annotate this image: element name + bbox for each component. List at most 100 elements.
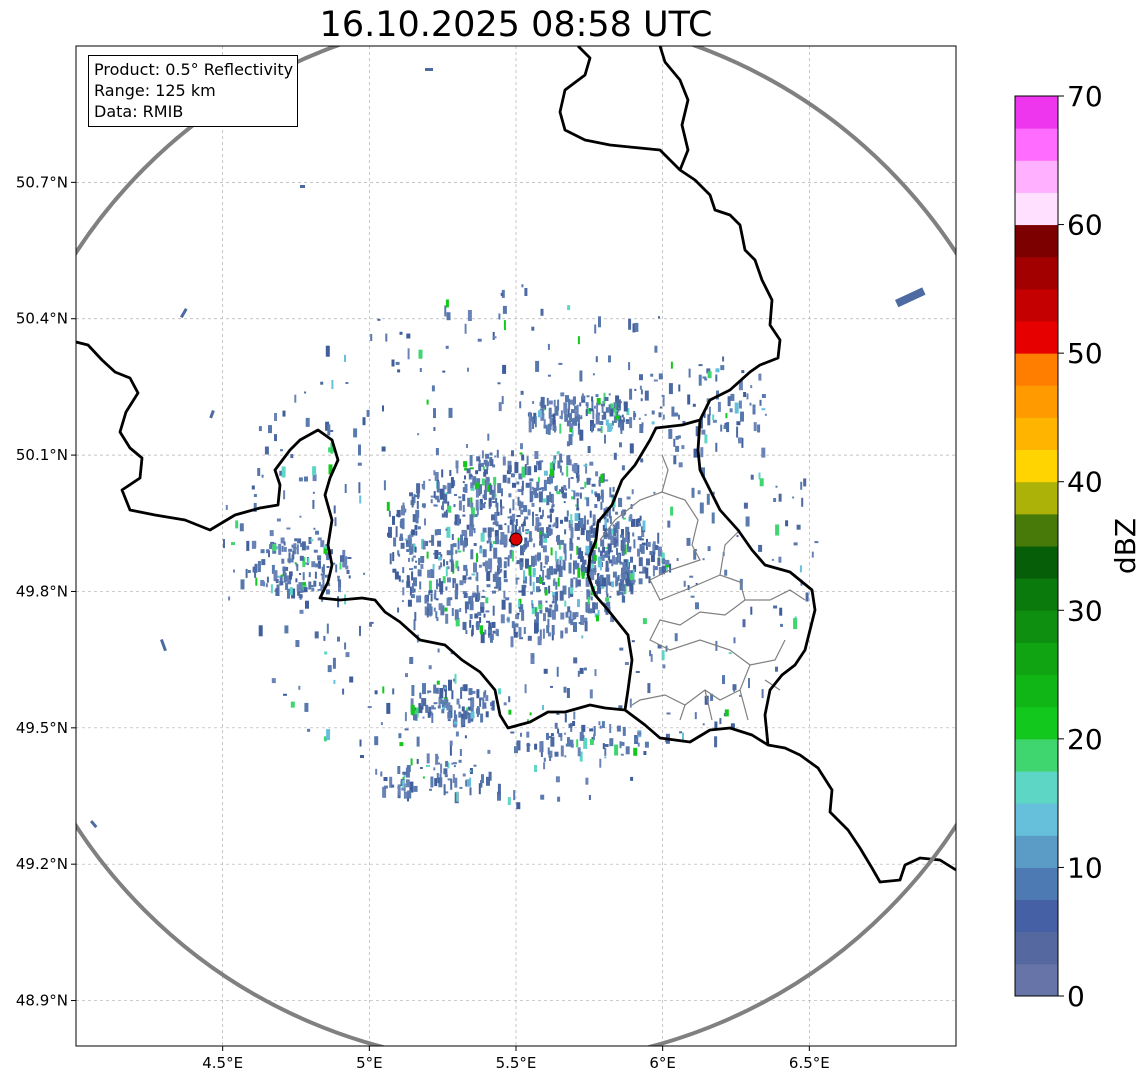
echo-pixel xyxy=(477,338,482,342)
echo-pixel xyxy=(444,687,447,690)
echo-pixel xyxy=(485,453,490,459)
echo-pixel xyxy=(530,653,535,664)
echo-pixel xyxy=(576,498,579,510)
echo-pixel xyxy=(437,540,442,547)
echo-pixel xyxy=(305,562,310,565)
echo-pixel xyxy=(383,785,388,789)
echo-pixel xyxy=(301,541,306,551)
echo-pixel xyxy=(589,510,592,518)
echo-pixel xyxy=(603,411,607,420)
echo-pixel xyxy=(482,698,485,710)
echo-pixel xyxy=(534,622,538,634)
echo-pixel xyxy=(591,557,595,564)
echo-pixel xyxy=(598,577,601,582)
echo-pixel xyxy=(532,568,536,576)
echo-pixel xyxy=(595,493,598,498)
echo-pixel xyxy=(895,287,926,308)
echo-pixel xyxy=(345,652,350,658)
echo-pixel xyxy=(715,368,720,373)
echo-pixel xyxy=(642,618,647,625)
echo-pixel xyxy=(290,454,294,459)
echo-pixel xyxy=(443,698,446,702)
echo-pixel xyxy=(574,513,579,522)
echo-pixel xyxy=(396,509,401,517)
echo-pixel xyxy=(477,611,482,616)
echo-pixel xyxy=(639,424,644,433)
echo-pixel xyxy=(245,568,248,578)
echo-pixel xyxy=(594,669,597,677)
echo-pixel xyxy=(724,569,728,576)
echo-pixel xyxy=(681,445,685,450)
echo-pixel xyxy=(492,541,496,544)
echo-pixel xyxy=(406,540,409,544)
echo-pixel xyxy=(417,526,421,530)
echo-pixel xyxy=(619,647,624,651)
echo-pixel xyxy=(383,480,386,491)
echo-pixel xyxy=(608,355,611,363)
info-range: Range: 125 km xyxy=(94,81,216,100)
echo-pixel xyxy=(312,491,315,494)
echo-pixel xyxy=(572,397,575,406)
echo-pixel xyxy=(413,543,416,552)
echo-pixel xyxy=(342,688,345,695)
echo-pixel xyxy=(560,745,564,757)
echo-pixel xyxy=(416,758,419,764)
echo-pixel xyxy=(457,537,460,542)
colorbar-title: dBZ xyxy=(1109,518,1142,574)
echo-pixel xyxy=(583,464,588,467)
echo-pixel xyxy=(411,530,414,533)
echo-pixel xyxy=(548,750,553,758)
echo-pixel xyxy=(90,820,98,829)
echo-pixel xyxy=(576,404,579,412)
echo-pixel xyxy=(558,733,563,738)
echo-pixel xyxy=(450,544,454,555)
echo-pixel xyxy=(433,552,436,555)
echo-pixel xyxy=(498,571,502,574)
echo-pixel xyxy=(497,565,500,575)
echo-pixel xyxy=(346,570,350,574)
echo-pixel xyxy=(643,751,647,755)
echo-pixel xyxy=(307,728,311,732)
echo-pixel xyxy=(710,693,714,701)
echo-pixel xyxy=(575,504,578,507)
echo-pixel xyxy=(403,791,408,799)
echo-pixel xyxy=(469,718,474,722)
echo-pixel xyxy=(430,499,433,504)
echo-pixel xyxy=(556,666,559,677)
echo-pixel xyxy=(569,739,574,747)
echo-pixel xyxy=(638,523,642,527)
echo-pixel xyxy=(536,527,540,532)
echo-pixel xyxy=(488,622,492,630)
echo-pixel xyxy=(682,420,686,423)
echo-pixel xyxy=(455,619,460,627)
echo-pixel xyxy=(717,401,721,412)
echo-pixel xyxy=(620,422,623,434)
echo-pixel xyxy=(388,526,392,538)
echo-pixel xyxy=(646,558,650,566)
echo-pixel xyxy=(435,448,439,455)
echo-pixel xyxy=(302,572,305,581)
echo-pixel xyxy=(450,778,453,790)
echo-pixel xyxy=(411,685,415,696)
echo-pixel xyxy=(320,540,325,548)
echo-pixel xyxy=(520,390,524,395)
echo-pixel xyxy=(391,784,395,788)
echo-pixel xyxy=(449,744,452,756)
echo-pixel xyxy=(591,426,593,433)
echo-pixel xyxy=(456,791,459,802)
echo-pixel xyxy=(630,556,633,563)
echo-pixel xyxy=(573,417,578,426)
echo-pixel xyxy=(462,591,467,595)
echo-pixel xyxy=(479,617,482,623)
echo-pixel xyxy=(693,549,697,560)
echo-pixel xyxy=(523,544,527,548)
echo-pixel xyxy=(402,780,405,789)
echo-pixel xyxy=(662,397,665,407)
echo-pixel xyxy=(408,557,410,562)
echo-pixel xyxy=(401,518,405,530)
colorbar-segment xyxy=(1015,674,1058,708)
echo-pixel xyxy=(430,776,434,788)
echo-pixel xyxy=(434,529,438,536)
echo-pixel xyxy=(317,560,321,569)
echo-pixel xyxy=(568,398,571,410)
